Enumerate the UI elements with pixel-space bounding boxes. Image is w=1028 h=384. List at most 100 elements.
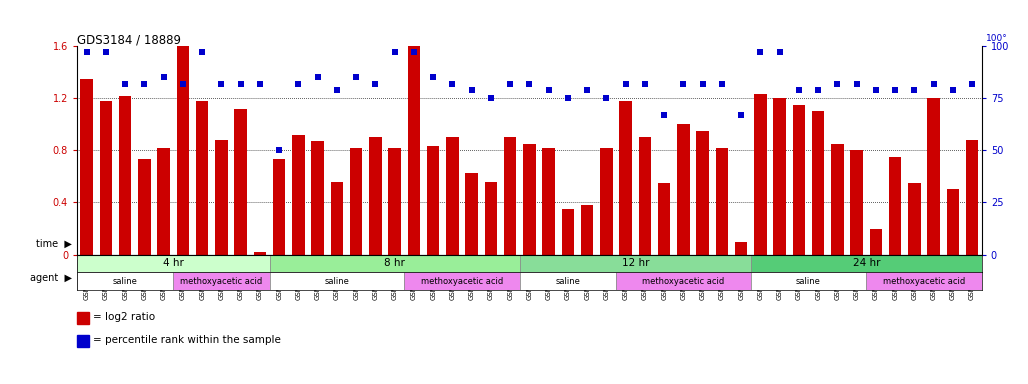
Bar	[581, 205, 593, 255]
Point	[367, 81, 383, 87]
Point	[636, 81, 653, 87]
Bar	[620, 101, 632, 255]
Bar	[100, 101, 112, 255]
Point	[425, 74, 441, 80]
Point	[483, 95, 500, 101]
Text: saline: saline	[113, 276, 138, 286]
Point	[464, 87, 480, 93]
Bar	[466, 172, 478, 255]
Point	[695, 81, 711, 87]
Text: GDS3184 / 18889: GDS3184 / 18889	[77, 33, 181, 46]
Text: methoxyacetic acid: methoxyacetic acid	[883, 276, 965, 286]
Point	[771, 49, 787, 55]
Point	[78, 49, 95, 55]
Point	[271, 147, 288, 154]
Point	[830, 81, 846, 87]
Text: 100°: 100°	[986, 34, 1007, 43]
Point	[194, 49, 211, 55]
Bar	[812, 111, 824, 255]
Bar	[77, 272, 174, 290]
Point	[541, 87, 557, 93]
Point	[656, 112, 672, 118]
Bar	[273, 159, 286, 255]
Point	[791, 87, 807, 93]
Bar	[138, 159, 151, 255]
Point	[444, 81, 461, 87]
Bar	[446, 137, 458, 255]
Text: 24 hr: 24 hr	[852, 258, 880, 268]
Bar	[404, 272, 520, 290]
Text: 4 hr: 4 hr	[162, 258, 184, 268]
Text: methoxyacetic acid: methoxyacetic acid	[420, 276, 503, 286]
Bar	[269, 255, 520, 272]
Bar	[793, 105, 805, 255]
Bar	[311, 141, 324, 255]
Bar	[831, 144, 844, 255]
Point	[733, 112, 749, 118]
Point	[925, 81, 942, 87]
Text: agent  ▶: agent ▶	[30, 273, 72, 283]
Bar	[427, 146, 439, 255]
Point	[252, 81, 268, 87]
Bar	[292, 135, 304, 255]
Bar	[755, 94, 767, 255]
Bar	[715, 148, 728, 255]
Text: 8 hr: 8 hr	[384, 258, 405, 268]
Bar	[389, 148, 401, 255]
Bar	[870, 228, 882, 255]
Bar	[215, 140, 228, 255]
Bar	[658, 183, 670, 255]
Point	[137, 81, 153, 87]
Bar	[157, 148, 170, 255]
Bar	[927, 98, 940, 255]
Point	[232, 81, 249, 87]
Text: methoxyacetic acid: methoxyacetic acid	[642, 276, 725, 286]
Text: = log2 ratio: = log2 ratio	[93, 312, 154, 322]
Point	[752, 49, 769, 55]
Bar	[735, 242, 747, 255]
Bar	[408, 46, 420, 255]
Bar	[908, 183, 921, 255]
Bar	[677, 124, 690, 255]
Bar	[696, 131, 709, 255]
Point	[309, 74, 326, 80]
Point	[290, 81, 306, 87]
Point	[329, 87, 345, 93]
Bar	[254, 252, 266, 255]
Point	[906, 87, 922, 93]
Bar	[947, 189, 959, 255]
Point	[502, 81, 518, 87]
Point	[98, 49, 114, 55]
Text: saline: saline	[325, 276, 350, 286]
Point	[810, 87, 827, 93]
Bar	[331, 182, 343, 255]
Bar	[750, 255, 982, 272]
Bar	[269, 272, 404, 290]
Bar	[889, 157, 902, 255]
Point	[675, 81, 692, 87]
Point	[521, 81, 538, 87]
Bar	[119, 96, 132, 255]
Bar	[773, 98, 785, 255]
Bar	[543, 148, 555, 255]
Point	[347, 74, 364, 80]
Bar	[561, 209, 575, 255]
Bar	[523, 144, 536, 255]
Bar	[350, 148, 363, 255]
Point	[945, 87, 961, 93]
Point	[964, 81, 981, 87]
Text: saline: saline	[796, 276, 821, 286]
Bar	[616, 272, 750, 290]
Bar	[174, 272, 269, 290]
Bar	[600, 148, 613, 255]
Bar	[484, 182, 498, 255]
Text: methoxyacetic acid: methoxyacetic acid	[180, 276, 262, 286]
Bar	[966, 140, 979, 255]
Point	[848, 81, 865, 87]
Bar	[80, 79, 93, 255]
Bar	[77, 255, 269, 272]
Point	[579, 87, 595, 93]
Point	[868, 87, 884, 93]
Text: saline: saline	[555, 276, 581, 286]
Point	[713, 81, 730, 87]
